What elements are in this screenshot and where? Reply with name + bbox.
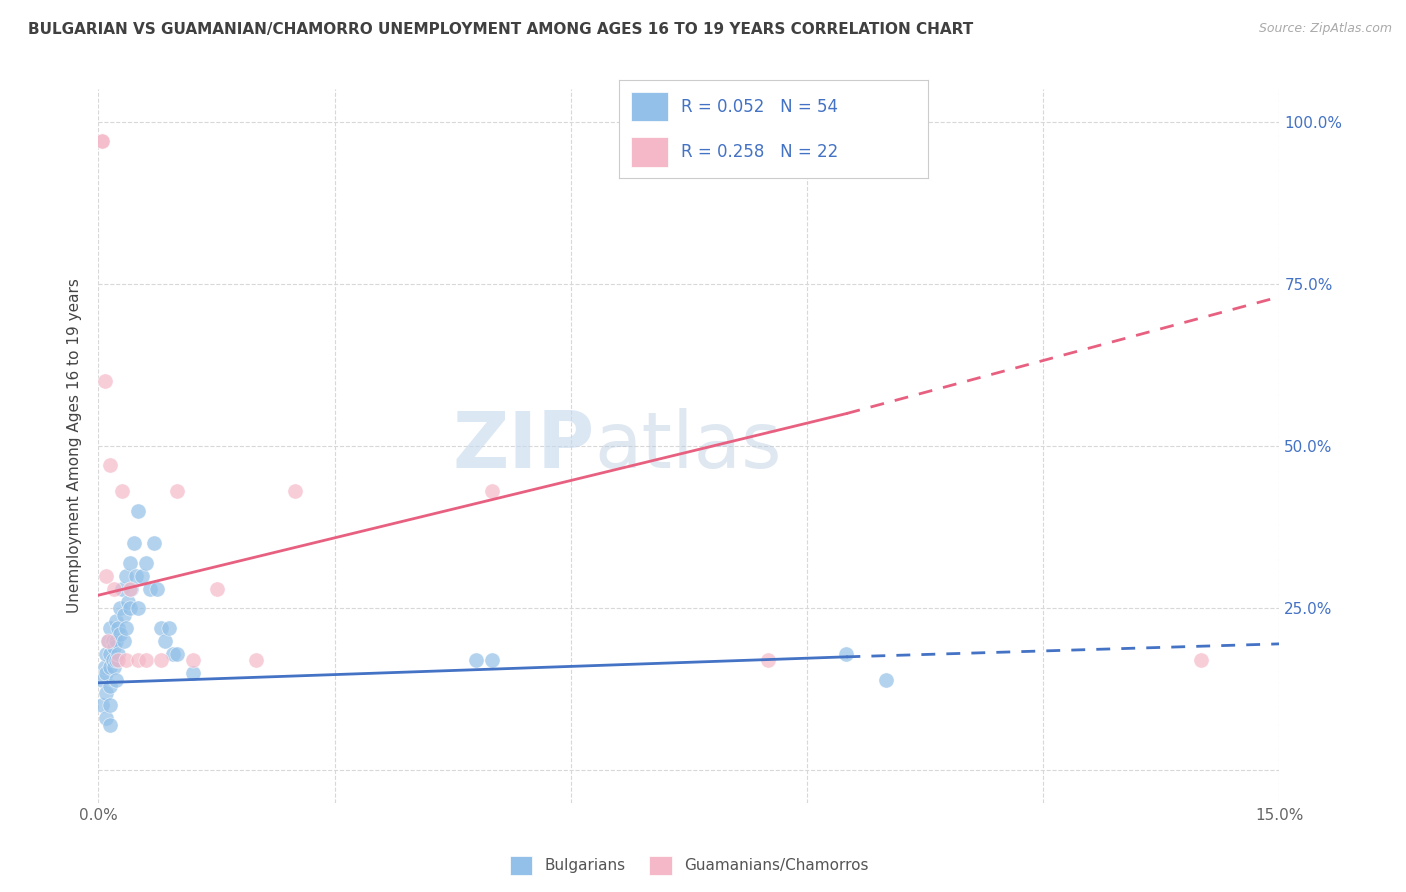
Point bbox=[101, 633, 124, 648]
Point bbox=[166, 647, 188, 661]
Point bbox=[112, 607, 135, 622]
Point bbox=[157, 621, 180, 635]
Point bbox=[166, 484, 188, 499]
Point bbox=[101, 653, 124, 667]
Point bbox=[98, 659, 121, 673]
Point bbox=[181, 666, 204, 681]
Point bbox=[111, 484, 134, 499]
Point bbox=[115, 653, 138, 667]
Point bbox=[146, 582, 169, 596]
Point bbox=[205, 582, 228, 596]
Point bbox=[150, 653, 173, 667]
Point bbox=[875, 673, 897, 687]
Point bbox=[465, 653, 488, 667]
Point bbox=[110, 601, 132, 615]
Point bbox=[138, 582, 160, 596]
Text: R = 0.258   N = 22: R = 0.258 N = 22 bbox=[681, 143, 838, 161]
Point bbox=[91, 134, 114, 148]
Point bbox=[98, 679, 121, 693]
Point bbox=[103, 659, 125, 673]
Point bbox=[162, 647, 184, 661]
Point bbox=[91, 698, 114, 713]
Point bbox=[110, 627, 132, 641]
Bar bbox=[631, 137, 668, 167]
Point bbox=[121, 582, 143, 596]
Point bbox=[98, 718, 121, 732]
Point bbox=[104, 614, 127, 628]
Point bbox=[118, 582, 141, 596]
Point bbox=[181, 653, 204, 667]
Point bbox=[1189, 653, 1212, 667]
Legend: Bulgarians, Guamanians/Chamorros: Bulgarians, Guamanians/Chamorros bbox=[503, 850, 875, 880]
Point bbox=[91, 673, 114, 687]
Point bbox=[122, 536, 145, 550]
Point bbox=[142, 536, 165, 550]
Point bbox=[127, 601, 149, 615]
Point bbox=[118, 601, 141, 615]
Point bbox=[91, 134, 114, 148]
Point bbox=[112, 633, 135, 648]
Point bbox=[96, 666, 118, 681]
Point bbox=[245, 653, 267, 667]
Point bbox=[118, 556, 141, 570]
Point bbox=[115, 621, 138, 635]
Point bbox=[97, 633, 120, 648]
Point bbox=[117, 595, 139, 609]
Point bbox=[96, 647, 118, 661]
Point bbox=[115, 568, 138, 582]
Point bbox=[135, 653, 157, 667]
Point bbox=[98, 621, 121, 635]
Text: BULGARIAN VS GUAMANIAN/CHAMORRO UNEMPLOYMENT AMONG AGES 16 TO 19 YEARS CORRELATI: BULGARIAN VS GUAMANIAN/CHAMORRO UNEMPLOY… bbox=[28, 22, 973, 37]
Point bbox=[125, 568, 148, 582]
Point bbox=[96, 685, 118, 699]
Text: Source: ZipAtlas.com: Source: ZipAtlas.com bbox=[1258, 22, 1392, 36]
Point bbox=[98, 458, 121, 473]
Text: R = 0.052   N = 54: R = 0.052 N = 54 bbox=[681, 98, 838, 116]
Point bbox=[107, 653, 129, 667]
Point bbox=[96, 568, 118, 582]
Point bbox=[150, 621, 173, 635]
Point bbox=[135, 556, 157, 570]
Point bbox=[127, 653, 149, 667]
Point bbox=[111, 582, 134, 596]
Point bbox=[107, 621, 129, 635]
Point bbox=[103, 582, 125, 596]
Point bbox=[284, 484, 307, 499]
Point bbox=[104, 633, 127, 648]
Point bbox=[98, 698, 121, 713]
Y-axis label: Unemployment Among Ages 16 to 19 years: Unemployment Among Ages 16 to 19 years bbox=[67, 278, 83, 614]
Point bbox=[104, 653, 127, 667]
Point bbox=[103, 640, 125, 654]
Bar bbox=[631, 92, 668, 121]
Point bbox=[104, 673, 127, 687]
Point bbox=[93, 374, 115, 388]
Point bbox=[835, 647, 858, 661]
Text: atlas: atlas bbox=[595, 408, 782, 484]
Point bbox=[107, 647, 129, 661]
Point bbox=[96, 711, 118, 725]
Point bbox=[97, 633, 120, 648]
Point bbox=[93, 659, 115, 673]
Point bbox=[481, 653, 503, 667]
Text: ZIP: ZIP bbox=[453, 408, 595, 484]
Point bbox=[98, 647, 121, 661]
Point bbox=[131, 568, 153, 582]
Point bbox=[481, 484, 503, 499]
Point bbox=[756, 653, 779, 667]
Point bbox=[127, 504, 149, 518]
Point bbox=[155, 633, 177, 648]
